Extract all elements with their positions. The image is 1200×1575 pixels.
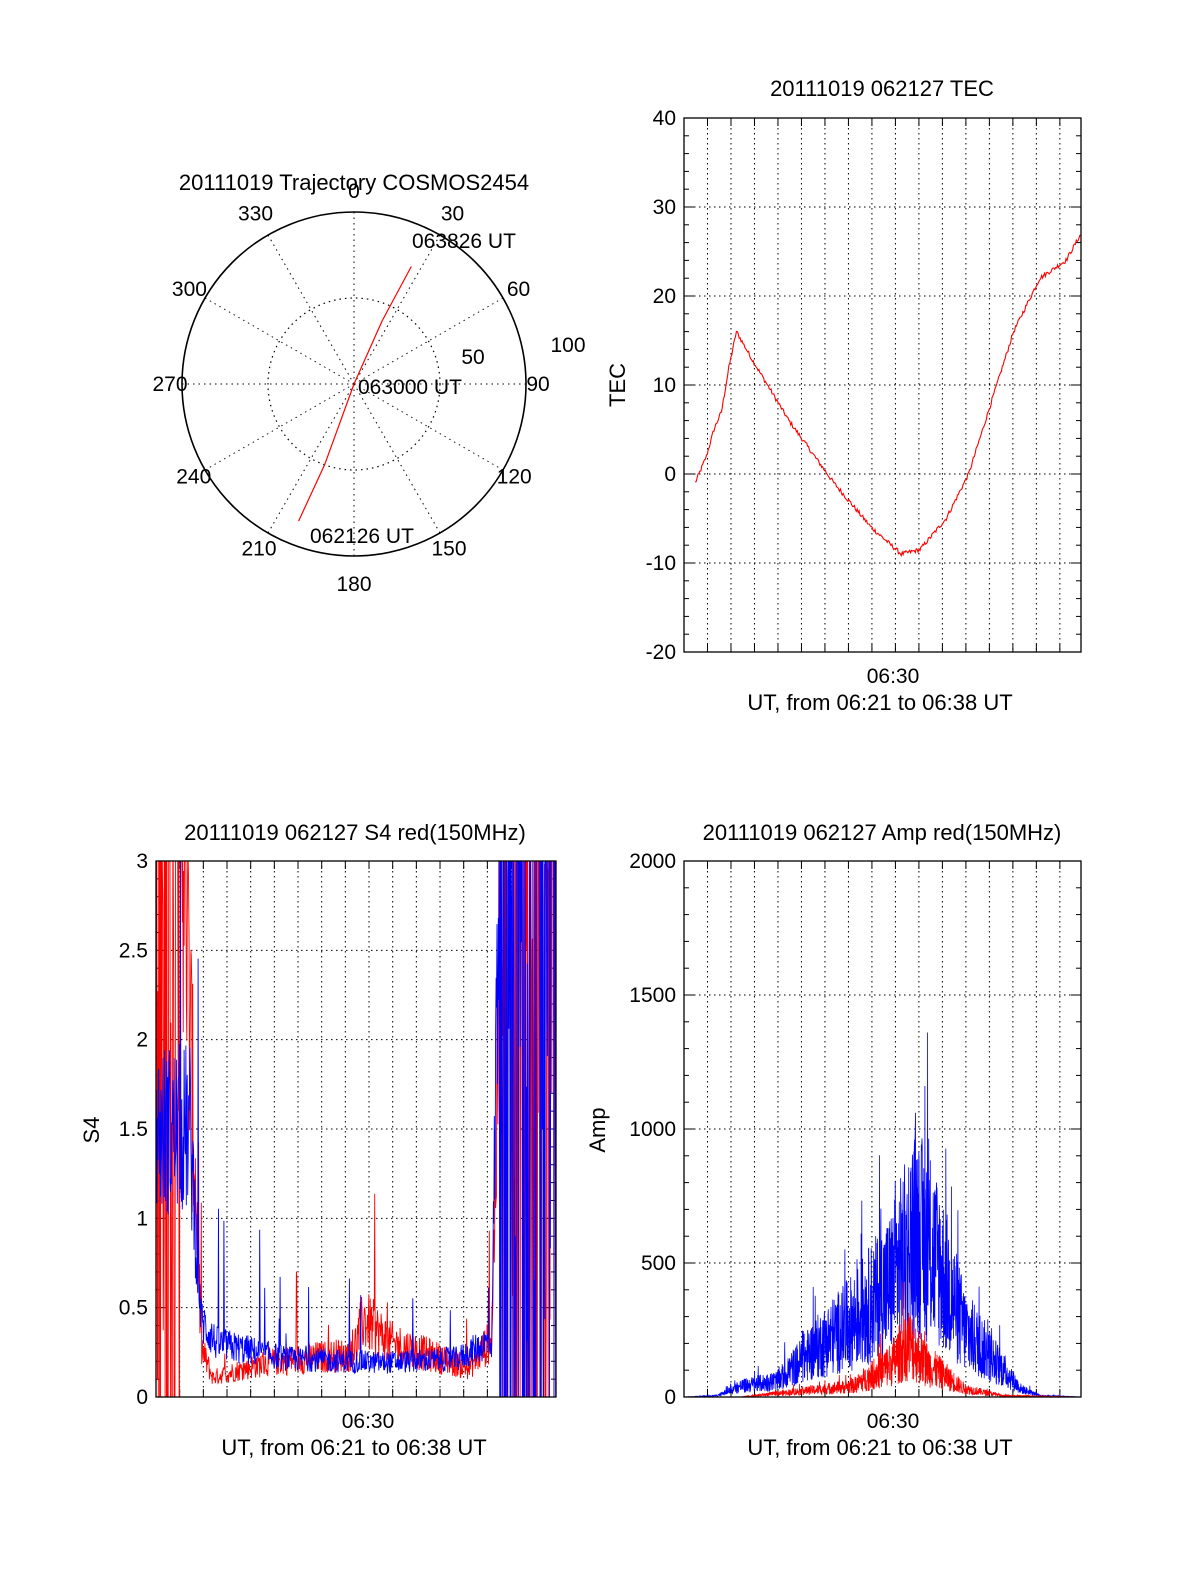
tec-series-line	[694, 234, 1081, 558]
polar-spoke	[204, 383, 355, 471]
polar-outer-ring	[181, 211, 527, 557]
y-tick-label: 2	[136, 1029, 148, 1052]
amp-title: 20111019 062127 Amp red(150MHz)	[703, 820, 1062, 845]
polar-spoke	[353, 234, 441, 385]
y-tick-label: 2.5	[119, 939, 148, 962]
polar-trajectory-line	[298, 266, 412, 522]
polar-annotation: 063000 UT	[358, 376, 462, 399]
polar-radial-tick: 100	[550, 334, 585, 357]
polar-spoke	[353, 383, 504, 471]
polar-angle-label: 240	[176, 466, 211, 489]
s4-xlabel: UT, from 06:21 to 06:38 UT	[221, 1435, 486, 1460]
y-tick-label: 500	[641, 1252, 676, 1275]
polar-title: 20111019 Trajectory COSMOS2454	[179, 170, 529, 195]
y-tick-label: 0	[136, 1386, 148, 1409]
polar-angle-label: 120	[497, 466, 532, 489]
polar-annotation: 062126 UT	[310, 525, 414, 548]
polar-ring-50	[267, 297, 441, 471]
y-tick-label: -20	[646, 641, 676, 664]
tec-plot: 20111019 062127 TEC TEC 06:30 UT, from 0…	[605, 76, 1082, 715]
polar-angle-label: 30	[441, 202, 464, 225]
y-tick-label: 1500	[629, 984, 676, 1007]
amp-plot: 20111019 062127 Amp red(150MHz) Amp 06:3…	[585, 820, 1082, 1460]
polar-angle-label: 150	[431, 538, 466, 561]
polar-angle-label: 300	[172, 278, 207, 301]
polar-radial-tick: 50	[461, 346, 484, 369]
tec-title: 20111019 062127 TEC	[770, 76, 994, 101]
y-tick-label: 10	[653, 374, 676, 397]
s4-series-blue	[155, 860, 557, 1398]
y-tick-label: 20	[653, 285, 676, 308]
y-tick-label: 1000	[629, 1118, 676, 1141]
y-tick-label: 0	[664, 1386, 676, 1409]
y-tick-label: 0	[664, 463, 676, 486]
polar-spoke	[353, 297, 504, 385]
y-tick-label: 0.5	[119, 1297, 148, 1320]
plot-frame	[683, 117, 1082, 653]
tec-xlabel: UT, from 06:21 to 06:38 UT	[747, 690, 1012, 715]
amp-ylabel: Amp	[585, 1107, 610, 1152]
polar-angle-label: 60	[507, 278, 530, 301]
amp-xlabel: UT, from 06:21 to 06:38 UT	[747, 1435, 1012, 1460]
y-tick-label: 1	[136, 1207, 148, 1230]
y-tick-label: 40	[653, 107, 676, 130]
polar-angle-label: 180	[336, 573, 371, 596]
polar-annotation: 063826 UT	[412, 230, 516, 253]
tec-x-tick-label: 06:30	[867, 665, 920, 688]
y-tick-label: 30	[653, 196, 676, 219]
polar-spoke	[267, 234, 355, 385]
polar-trajectory-plot: 20111019 Trajectory COSMOS2454 0 30 60 90 12…	[152, 170, 585, 596]
amp-series-blue	[684, 1032, 1081, 1399]
polar-angle-label: 0	[348, 180, 360, 203]
plot-frame	[683, 860, 1082, 1398]
polar-spoke	[204, 297, 355, 385]
y-tick-label: 3	[136, 850, 148, 873]
plot-frame	[155, 860, 557, 1398]
polar-spoke	[353, 383, 441, 534]
s4-title: 20111019 062127 S4 red(150MHz)	[184, 820, 526, 845]
s4-plot: 20111019 062127 S4 red(150MHz) S4 06:30 …	[79, 820, 557, 1460]
amp-x-tick-label: 06:30	[867, 1410, 920, 1433]
s4-series-red	[156, 860, 557, 1398]
polar-angle-label: 270	[152, 373, 187, 396]
y-tick-label: -10	[646, 552, 676, 575]
s4-x-tick-label: 06:30	[342, 1410, 395, 1433]
polar-angle-label: 210	[241, 538, 276, 561]
polar-angle-label: 330	[238, 202, 273, 225]
s4-ylabel: S4	[79, 1117, 104, 1144]
tec-ylabel: TEC	[605, 363, 630, 407]
y-tick-label: 1.5	[119, 1118, 148, 1141]
polar-angle-label: 90	[526, 373, 549, 396]
polar-spoke	[267, 383, 355, 534]
y-tick-label: 2000	[629, 850, 676, 873]
